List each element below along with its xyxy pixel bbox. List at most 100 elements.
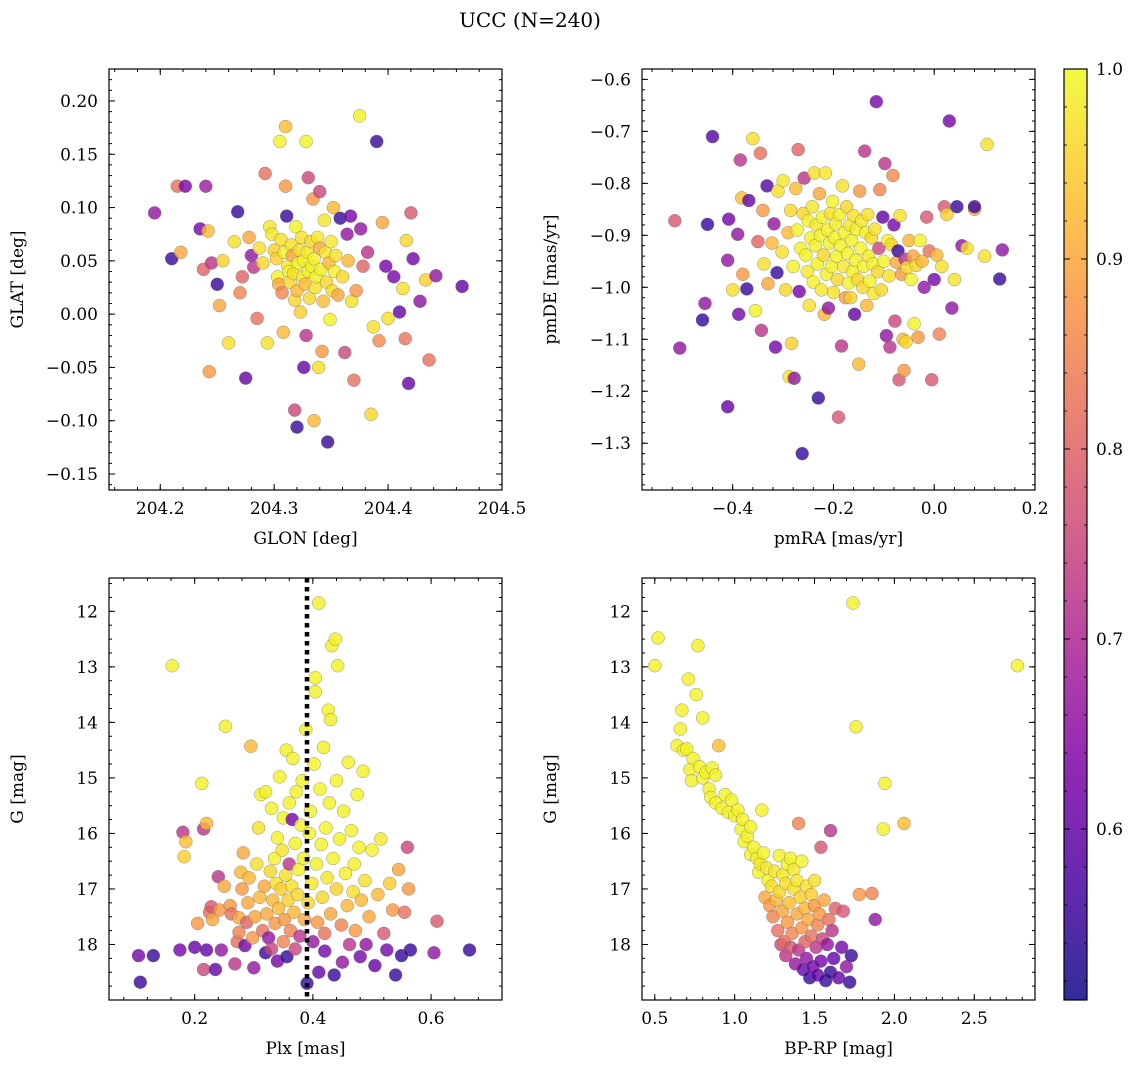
scatter-point — [711, 738, 726, 753]
scatter-point — [312, 596, 326, 610]
scatter-point — [323, 312, 337, 327]
scatter-point — [241, 896, 255, 910]
scatter-point — [202, 364, 216, 379]
scatter-point — [857, 144, 872, 158]
y-tick-label: 14 — [609, 713, 631, 733]
colorbar-tick-label: 0.9 — [1096, 250, 1123, 270]
scatter-point — [347, 857, 362, 871]
scatter-point — [950, 199, 964, 214]
scatter-point — [907, 316, 921, 331]
y-tick-label: −0.6 — [590, 70, 631, 90]
scatter-point — [821, 301, 836, 315]
scatter-point — [208, 962, 223, 977]
scatter-point — [293, 929, 307, 943]
scatter-point — [391, 862, 406, 877]
scatter-point — [897, 363, 911, 378]
scatter-point — [865, 886, 879, 901]
scatter-point — [691, 638, 705, 653]
scatter-point — [877, 254, 891, 269]
scatter-point — [878, 776, 892, 791]
scatter-point — [252, 241, 267, 255]
scatter-point — [825, 194, 840, 209]
scatter-point — [258, 166, 272, 181]
scatter-point — [807, 873, 822, 888]
scatter-point — [340, 227, 354, 241]
scatter-point — [992, 272, 1007, 286]
x-tick-label: −0.4 — [712, 499, 753, 519]
scatter-point — [308, 685, 323, 699]
scatter-point — [335, 270, 350, 284]
scatter-point — [327, 968, 341, 982]
panel-bottom-right: 0.5 1.0 1.5 2.0 2.5 12 13 14 15 16 17 18 BP-RP [mag]… — [541, 577, 1036, 1059]
scatter-point — [852, 887, 867, 902]
scatter-point — [326, 200, 341, 215]
y-axis-label: GLAT [deg] — [8, 230, 28, 328]
x-tick-label: 204.4 — [364, 499, 413, 519]
scatter-point — [356, 764, 370, 778]
scatter-point — [307, 251, 321, 266]
scatter-point — [346, 884, 360, 899]
scatter-point — [235, 270, 250, 284]
scatter-point — [786, 259, 800, 274]
scatter-point — [947, 272, 962, 287]
scatter-point — [322, 796, 337, 810]
scatter-point — [273, 134, 287, 149]
scatter-point — [314, 837, 328, 852]
scatter-point — [212, 298, 227, 313]
scatter-point — [214, 943, 229, 957]
scatter-point — [323, 712, 338, 727]
scatter-point — [374, 832, 388, 846]
scatter-point — [455, 279, 469, 294]
x-axis-label: GLON [deg] — [253, 529, 357, 549]
x-tick-label: 0.4 — [299, 1009, 326, 1029]
scatter-point — [324, 234, 338, 249]
x-tick-label: 1.5 — [801, 1009, 828, 1029]
scatter-point — [720, 400, 735, 414]
y-tick-label: 12 — [76, 602, 98, 622]
scatter-point — [782, 896, 796, 910]
scatter-point — [927, 272, 941, 287]
scatter-point — [308, 671, 323, 685]
y-tick-label: 17 — [609, 880, 631, 900]
scatter-point — [720, 253, 735, 268]
x-axis-label: Plx [mas] — [265, 1039, 345, 1059]
y-tick-label: −1.0 — [590, 278, 631, 298]
scatter-point — [462, 943, 477, 957]
scatter-point — [174, 245, 188, 260]
scatter-point — [334, 918, 349, 932]
x-tick-label: 0.6 — [418, 1009, 445, 1029]
scatter-point — [307, 413, 321, 428]
scatter-point — [264, 801, 279, 816]
scatter-point — [695, 313, 710, 327]
scatter-point — [753, 146, 768, 160]
scatter-point — [347, 373, 361, 387]
scatter-point — [264, 942, 279, 956]
scatter-point — [315, 344, 329, 359]
scatter-point — [800, 264, 815, 279]
scatter-point — [422, 353, 436, 367]
scatter-point — [816, 248, 831, 262]
scatter-point — [271, 901, 286, 916]
scatter-point — [888, 314, 902, 328]
scatter-point — [280, 949, 294, 964]
scatter-point — [873, 182, 887, 197]
scatter-point — [310, 915, 325, 930]
scatter-point — [257, 879, 272, 893]
scatter-point — [977, 249, 992, 263]
scatter-point — [366, 320, 381, 334]
scatter-point — [869, 94, 884, 109]
scatter-point — [834, 940, 849, 955]
scatter-point — [380, 943, 394, 957]
scatter-point — [851, 357, 866, 371]
x-axis-label: pmRA [mas/yr] — [774, 529, 903, 549]
scatter-point — [341, 254, 355, 268]
scatter-point — [358, 873, 372, 888]
scatter-point — [826, 951, 841, 966]
scatter-point — [835, 179, 850, 193]
scatter-point — [404, 206, 418, 220]
scatter-point — [286, 751, 300, 766]
scatter-point — [362, 909, 376, 924]
colorbar-gradient — [1064, 69, 1087, 1000]
scatter-point — [329, 773, 344, 788]
scatter-point — [360, 245, 375, 260]
